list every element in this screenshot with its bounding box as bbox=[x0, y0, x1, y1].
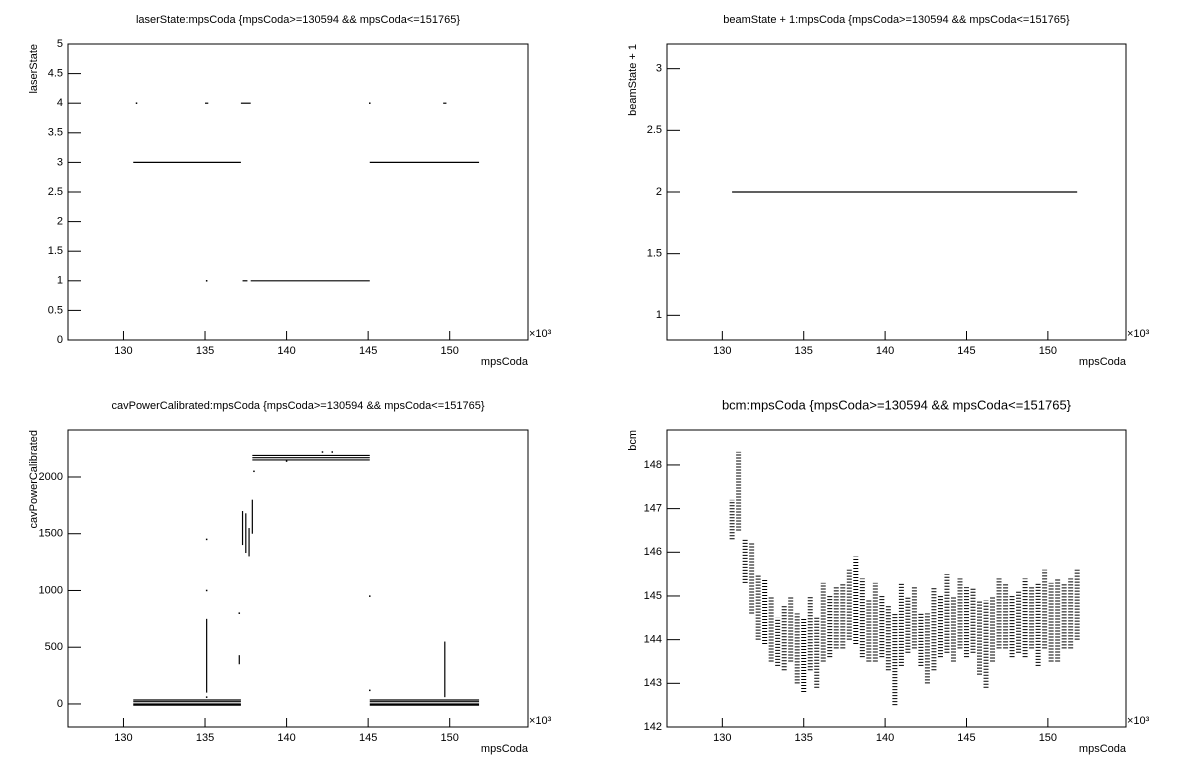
point bbox=[205, 696, 208, 698]
chart-title: bcm:mpsCoda {mpsCoda>=130594 && mpsCoda<… bbox=[722, 397, 1072, 412]
point bbox=[253, 470, 255, 473]
x-tick-label: 130 bbox=[713, 345, 731, 357]
point bbox=[285, 460, 288, 462]
x-tick-label: 145 bbox=[957, 345, 975, 357]
x-axis-label: mpsCoda bbox=[481, 356, 529, 368]
x-tick-label: 140 bbox=[277, 732, 295, 744]
point bbox=[369, 595, 371, 597]
point bbox=[331, 451, 334, 453]
y-tick-label: 2.5 bbox=[48, 186, 63, 198]
y-tick-label: 1 bbox=[656, 309, 662, 321]
y-axis-label: cavPowerCalibrated bbox=[28, 430, 40, 528]
y-tick-label: 2 bbox=[656, 186, 662, 198]
x-tick-label: 140 bbox=[277, 345, 295, 357]
plot-frame bbox=[67, 43, 529, 341]
y-tick-label: 146 bbox=[644, 546, 662, 558]
y-tick-label: 144 bbox=[644, 634, 662, 646]
y-tick-label: 2000 bbox=[39, 471, 63, 483]
y-tick-label: 1.5 bbox=[647, 248, 662, 260]
x-tick-label: 130 bbox=[114, 732, 132, 744]
point bbox=[369, 689, 371, 692]
y-tick-label: 148 bbox=[644, 459, 662, 471]
x-tick-label: 150 bbox=[441, 732, 459, 744]
x-exponent: ×10³ bbox=[529, 715, 552, 727]
x-tick-label: 135 bbox=[795, 345, 813, 357]
x-tick-label: 150 bbox=[441, 345, 459, 357]
y-axis-label: laserState bbox=[28, 44, 40, 94]
y-tick-label: 2.5 bbox=[647, 124, 662, 136]
y-tick-label: 142 bbox=[644, 721, 662, 733]
x-tick-label: 130 bbox=[713, 732, 731, 744]
x-tick-label: 145 bbox=[957, 732, 975, 744]
x-tick-label: 135 bbox=[196, 732, 214, 744]
x-tick-label: 130 bbox=[114, 345, 132, 357]
y-tick-label: 500 bbox=[45, 641, 63, 653]
y-axis-label: bcm bbox=[627, 430, 639, 451]
plot-frame bbox=[666, 429, 1127, 728]
x-tick-label: 145 bbox=[359, 345, 377, 357]
y-tick-label: 3 bbox=[57, 156, 63, 168]
y-tick-label: 4.5 bbox=[48, 68, 63, 80]
point bbox=[369, 102, 371, 104]
x-exponent: ×10³ bbox=[529, 328, 552, 340]
y-tick-label: 1000 bbox=[39, 584, 63, 596]
plot-frame bbox=[67, 429, 529, 728]
y-tick-label: 1500 bbox=[39, 528, 63, 540]
point bbox=[205, 280, 208, 282]
point bbox=[135, 102, 138, 104]
point bbox=[205, 538, 208, 541]
x-tick-label: 140 bbox=[876, 345, 894, 357]
x-tick-label: 145 bbox=[359, 732, 377, 744]
x-tick-label: 135 bbox=[196, 345, 214, 357]
x-tick-label: 150 bbox=[1039, 345, 1057, 357]
y-tick-label: 3.5 bbox=[48, 127, 63, 139]
y-tick-label: 2 bbox=[57, 216, 63, 228]
x-exponent: ×10³ bbox=[1127, 715, 1150, 727]
y-tick-label: 143 bbox=[644, 677, 662, 689]
y-axis-label: beamState + 1 bbox=[627, 44, 639, 116]
y-tick-label: 4 bbox=[57, 97, 63, 109]
chart-title: laserState:mpsCoda {mpsCoda>=130594 && m… bbox=[136, 14, 460, 26]
y-tick-label: 1.5 bbox=[48, 245, 63, 257]
y-tick-label: 0.5 bbox=[48, 304, 63, 316]
x-tick-label: 135 bbox=[795, 732, 813, 744]
chart-title: beamState + 1:mpsCoda {mpsCoda>=130594 &… bbox=[723, 14, 1070, 26]
y-tick-label: 0 bbox=[57, 698, 63, 710]
y-tick-label: 1 bbox=[57, 275, 63, 287]
point bbox=[321, 451, 324, 453]
x-axis-label: mpsCoda bbox=[1079, 356, 1127, 368]
x-axis-label: mpsCoda bbox=[481, 743, 529, 755]
x-tick-label: 140 bbox=[876, 732, 894, 744]
y-tick-label: 145 bbox=[644, 590, 662, 602]
point bbox=[205, 589, 208, 592]
y-tick-label: 147 bbox=[644, 503, 662, 515]
chart-title: cavPowerCalibrated:mpsCoda {mpsCoda>=130… bbox=[111, 400, 484, 412]
x-tick-label: 150 bbox=[1039, 732, 1057, 744]
point bbox=[238, 612, 241, 614]
y-tick-label: 5 bbox=[57, 38, 63, 50]
x-axis-label: mpsCoda bbox=[1079, 743, 1127, 755]
x-exponent: ×10³ bbox=[1127, 328, 1150, 340]
y-tick-label: 3 bbox=[656, 63, 662, 75]
y-tick-label: 0 bbox=[57, 334, 63, 346]
